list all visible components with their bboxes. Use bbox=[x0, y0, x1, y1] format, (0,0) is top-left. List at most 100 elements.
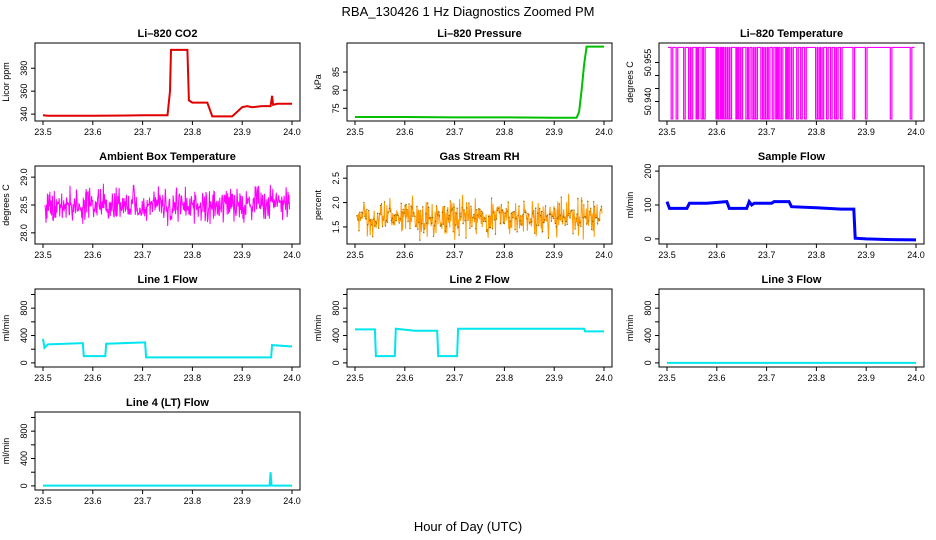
panel-title: Sample Flow bbox=[758, 151, 826, 163]
data-point bbox=[402, 208, 404, 211]
data-point bbox=[567, 215, 569, 217]
data-point bbox=[539, 215, 542, 217]
x-tick-label: 23.6 bbox=[84, 250, 102, 260]
data-point bbox=[523, 200, 525, 203]
data-point bbox=[427, 206, 430, 209]
data-point bbox=[396, 214, 398, 216]
data-point bbox=[360, 217, 362, 219]
data-point bbox=[530, 218, 532, 220]
plot-frame bbox=[658, 42, 925, 122]
data-point bbox=[375, 222, 378, 224]
data-point bbox=[430, 222, 433, 224]
data-point bbox=[525, 211, 527, 214]
y-tick-label: 50.955 bbox=[643, 49, 653, 77]
data-point bbox=[554, 222, 557, 225]
data-point bbox=[472, 216, 474, 219]
data-point bbox=[550, 220, 553, 222]
panel-ambient: Ambient Box Temperature degrees C 23.5 23.6… bbox=[1, 151, 301, 260]
data-point bbox=[371, 224, 373, 226]
data-point bbox=[520, 223, 522, 225]
x-tick-label: 23.9 bbox=[233, 127, 251, 137]
data-point bbox=[553, 208, 556, 210]
data-point bbox=[442, 223, 445, 225]
data-point bbox=[367, 223, 369, 226]
series-rh bbox=[356, 193, 603, 241]
data-point bbox=[370, 218, 372, 221]
data-point bbox=[538, 207, 541, 210]
y-tick-label: 340 bbox=[19, 107, 29, 122]
panel-pressure: Li–820 Pressure kPa 23.5 23.6 23.7 23.8 23.9 24… bbox=[313, 28, 613, 137]
y-tick-label: 0 bbox=[331, 360, 341, 365]
data-point bbox=[412, 215, 414, 217]
data-point bbox=[593, 205, 596, 208]
data-point bbox=[533, 210, 535, 212]
panel-line2: Line 2 Flow ml/min 23.5 23.6 23.7 23.8 23.9 24.… bbox=[313, 274, 613, 383]
data-point bbox=[504, 212, 506, 214]
x-tick-label: 24.0 bbox=[595, 127, 613, 137]
x-tick-label: 23.5 bbox=[346, 127, 364, 137]
x-tick-label: 23.5 bbox=[34, 373, 52, 383]
y-tick-label: 75 bbox=[331, 103, 341, 113]
data-point bbox=[536, 224, 538, 227]
x-tick-label: 23.9 bbox=[857, 373, 875, 383]
data-point bbox=[420, 210, 422, 212]
y-tick-label: 0 bbox=[19, 360, 29, 365]
x-tick-label: 23.7 bbox=[758, 373, 776, 383]
data-point bbox=[522, 213, 524, 216]
data-point bbox=[421, 222, 423, 225]
x-tick-label: 23.5 bbox=[658, 250, 676, 260]
x-tick-label: 23.9 bbox=[857, 250, 875, 260]
data-point bbox=[428, 217, 431, 219]
data-point bbox=[419, 239, 421, 241]
data-point bbox=[444, 230, 447, 232]
data-point bbox=[458, 234, 460, 236]
data-point bbox=[366, 208, 368, 211]
data-point bbox=[450, 210, 452, 212]
data-point bbox=[384, 225, 387, 227]
data-point bbox=[464, 220, 466, 222]
data-point bbox=[417, 228, 419, 230]
panel-title: Line 3 Flow bbox=[762, 274, 822, 286]
series-line bbox=[667, 46, 915, 120]
data-point bbox=[394, 214, 396, 216]
data-point bbox=[364, 215, 366, 217]
data-point bbox=[407, 220, 409, 223]
data-point bbox=[365, 217, 367, 220]
data-point bbox=[363, 201, 365, 204]
x-tick-label: 23.9 bbox=[233, 496, 251, 506]
panel-title: Li–820 CO2 bbox=[138, 28, 198, 40]
data-point bbox=[483, 217, 486, 219]
data-point bbox=[461, 207, 463, 209]
data-point bbox=[379, 204, 382, 207]
x-tick-label: 23.7 bbox=[758, 250, 776, 260]
data-point bbox=[408, 203, 410, 205]
data-point bbox=[561, 220, 563, 222]
series-line bbox=[44, 183, 291, 227]
data-point bbox=[369, 220, 371, 222]
data-point bbox=[459, 212, 461, 215]
data-point bbox=[514, 229, 516, 231]
data-point bbox=[389, 210, 392, 212]
x-tick-label: 23.5 bbox=[34, 127, 52, 137]
data-point bbox=[438, 215, 441, 217]
data-point bbox=[491, 228, 494, 230]
x-tick-label: 23.7 bbox=[134, 250, 152, 260]
x-tick-label: 23.9 bbox=[545, 250, 563, 260]
data-point bbox=[506, 210, 508, 212]
data-point bbox=[519, 220, 521, 222]
data-point bbox=[564, 224, 566, 226]
data-point bbox=[382, 219, 385, 221]
data-point bbox=[393, 214, 396, 217]
series-line bbox=[42, 338, 293, 359]
data-point bbox=[372, 218, 375, 220]
data-point bbox=[446, 209, 449, 212]
data-point bbox=[534, 232, 536, 234]
data-point bbox=[585, 216, 587, 218]
data-point bbox=[436, 214, 439, 216]
y-axis-label: ml/min bbox=[625, 192, 635, 219]
data-point bbox=[500, 204, 503, 206]
x-tick-label: 23.6 bbox=[84, 373, 102, 383]
data-point bbox=[399, 218, 401, 220]
y-tick-label: 1.5 bbox=[331, 221, 341, 234]
